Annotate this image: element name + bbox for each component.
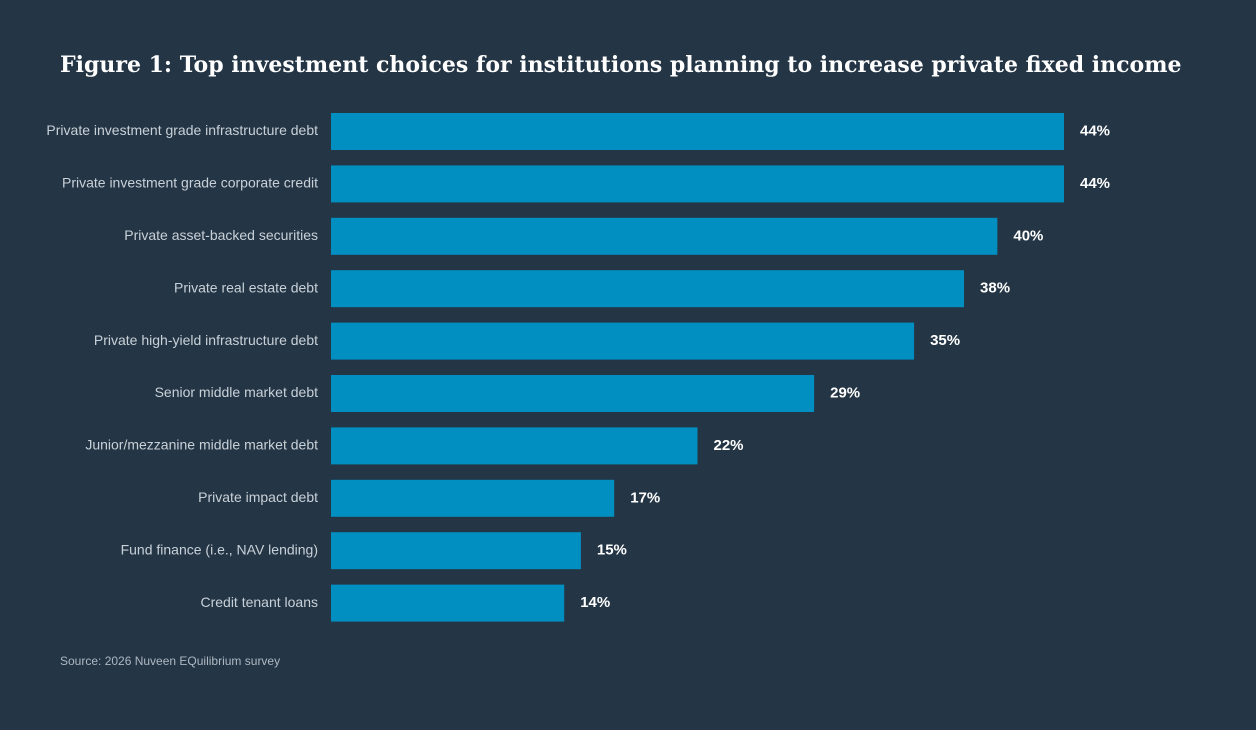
- value-label: 22%: [714, 437, 744, 454]
- value-label: 35%: [930, 332, 960, 349]
- category-label: Private investment grade corporate credi…: [62, 175, 318, 191]
- bar: [331, 270, 965, 308]
- value-labels: 44% 44% 40% 38% 35% 29% 22% 17% 15% 14%: [580, 122, 1110, 611]
- category-label: Private high-yield infrastructure debt: [94, 332, 318, 348]
- category-label: Fund finance (i.e., NAV lending): [121, 541, 318, 557]
- bar: [331, 479, 615, 517]
- bar: [331, 375, 815, 412]
- bar: [331, 322, 915, 360]
- category-label: Senior middle market debt: [155, 384, 319, 400]
- bar: [331, 584, 565, 622]
- bar: [331, 165, 1064, 203]
- category-label: Credit tenant loans: [200, 594, 318, 610]
- category-labels: Private investment grade infrastructure …: [46, 122, 318, 610]
- value-label: 17%: [630, 489, 660, 506]
- value-label: 44%: [1080, 175, 1110, 192]
- category-label: Junior/mezzanine middle market debt: [85, 437, 318, 453]
- bar: [331, 427, 698, 465]
- category-label: Private asset-backed securities: [124, 227, 318, 243]
- bar: [331, 217, 998, 255]
- category-label: Private real estate debt: [174, 279, 318, 295]
- value-label: 15%: [597, 542, 627, 559]
- chart-title: Figure 1: Top investment choices for ins…: [60, 52, 1182, 78]
- value-label: 40%: [1013, 227, 1043, 244]
- value-label: 29%: [830, 384, 860, 401]
- category-label: Private investment grade infrastructure …: [46, 122, 318, 138]
- value-label: 38%: [980, 280, 1010, 297]
- source-note: Source: 2026 Nuveen EQuilibrium survey: [60, 654, 281, 668]
- value-label: 44%: [1080, 122, 1110, 139]
- value-label: 14%: [580, 594, 610, 611]
- bar: [331, 113, 1064, 150]
- bar: [331, 532, 581, 570]
- bars: [331, 113, 1064, 622]
- category-label: Private impact debt: [198, 489, 318, 505]
